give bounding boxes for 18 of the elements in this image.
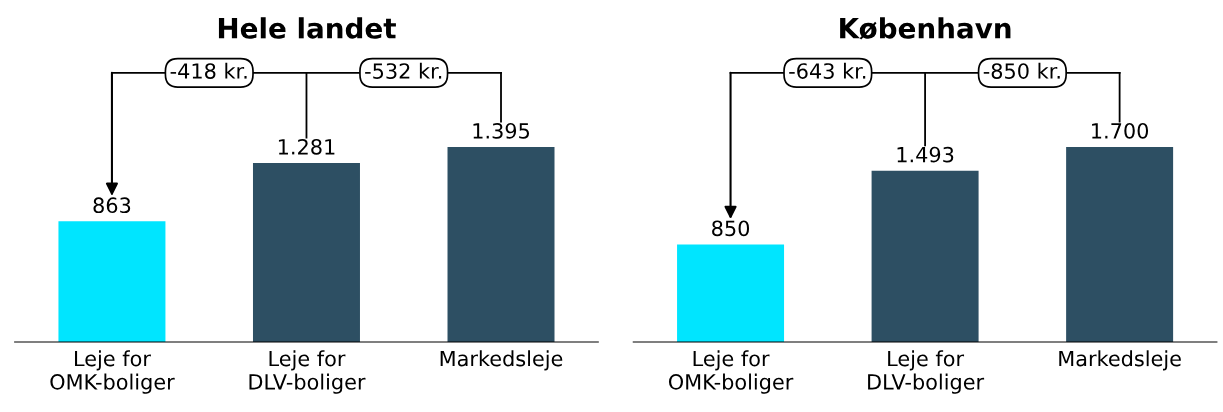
chart-title: København [840,17,1011,40]
x-tick-label: Leje for OMK-boliger [50,350,175,394]
x-tick-label: Leje for OMK-boliger [668,350,794,394]
data-label: 1.281 [278,138,335,155]
text: -850 kr. [983,62,1060,79]
x-tick-label: Markedsleje [1059,350,1181,371]
data-label: 850 [712,220,750,237]
text: -532 kr. [365,62,442,79]
chart-title: Hele landet [218,17,396,39]
data-label: 1.493 [897,146,954,163]
data-label: 1.395 [473,122,530,139]
x-tick-label: Markedsleje [440,350,563,371]
x-tick-label: Leje for DLV-boliger [249,350,366,394]
data-label: 1.700 [1092,122,1149,139]
data-label: 863 [93,197,131,214]
text: -643 kr. [789,62,866,79]
x-tick-label: Leje for DLV-boliger [868,350,985,394]
text: -418 kr. [170,62,247,79]
